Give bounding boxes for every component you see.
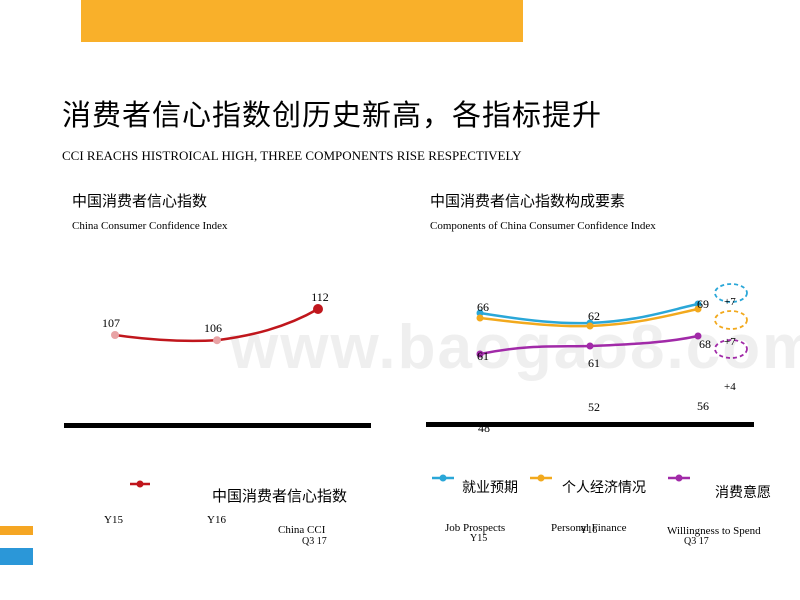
- spend-data-label: 52: [588, 400, 600, 414]
- chart2-axis-line: [426, 422, 754, 427]
- series-point-1: [476, 314, 484, 322]
- spend-data-label: 56: [697, 399, 709, 413]
- chart2-legend-swatch-dot: [675, 474, 683, 482]
- page-title: 消费者信心指数创历史新高，各指标提升: [62, 98, 603, 132]
- chart1-tick-label: Y15: [104, 514, 123, 526]
- change-ellipse-0: [714, 283, 748, 303]
- chart1-tick-label: Q3 17: [302, 536, 327, 547]
- series-point-2: [476, 350, 484, 358]
- series-point-2: [586, 342, 594, 350]
- chart1-legend-label: 中国消费者信心指数: [212, 487, 347, 505]
- change-label: +7: [724, 336, 736, 348]
- job-data-label: 69: [697, 297, 709, 311]
- chart2-tick-label: Y15: [470, 533, 487, 544]
- finance-data-label: 61: [588, 356, 600, 370]
- chart1-legend-swatch-dot: [136, 480, 144, 488]
- chart1-title: 中国消费者信心指数: [72, 192, 208, 210]
- top-accent-bar: [81, 0, 523, 42]
- chart1-subtitle: China Consumer Confidence Index: [72, 220, 228, 232]
- chart2-legend-label-en: Personal Finance: [551, 522, 627, 534]
- change-ellipse-1: [714, 310, 748, 330]
- page-subtitle: CCI REACHS HISTROICAL HIGH, THREE COMPON…: [62, 148, 522, 163]
- series-point-0: [476, 309, 484, 317]
- chart1-tick-label: Y16: [207, 514, 226, 526]
- side-stripe-orange: [0, 526, 33, 535]
- cci-data-label: 112: [311, 290, 329, 304]
- cci-point: [111, 331, 119, 339]
- chart2-legend-label-en: Willingness to Spend: [667, 525, 761, 537]
- chart1-axis-line: [64, 423, 371, 428]
- chart2-title: 中国消费者信心指数构成要素: [430, 192, 626, 210]
- chart2-legend-label-en: Job Prospects: [445, 522, 505, 534]
- chart2-legend-label: 就业预期: [462, 480, 518, 496]
- job-data-label: 62: [588, 309, 600, 323]
- change-label: +7: [724, 296, 736, 308]
- chart2-tick-label: Q3 17: [684, 536, 709, 547]
- change-label: +4: [724, 381, 736, 393]
- chart2-legend-swatch-dot: [537, 474, 545, 482]
- finance-data-label: 68: [699, 337, 711, 351]
- series-point-1: [586, 322, 594, 330]
- series-point-2: [694, 332, 702, 340]
- cci-data-label: 107: [102, 316, 120, 330]
- side-stripe-blue: [0, 548, 33, 565]
- chart1-legend-label-en: China CCI: [278, 524, 326, 536]
- chart2-legend-swatch-dot: [439, 474, 447, 482]
- chart2-legend-label: 个人经济情况: [562, 480, 646, 496]
- change-ellipse-2: [714, 339, 748, 359]
- series-point-1: [694, 305, 702, 313]
- series-point-0: [694, 300, 702, 308]
- cci-point: [213, 336, 221, 345]
- chart2-legend-label: 消费意愿: [715, 484, 771, 501]
- chart2-tick-label: Y16: [580, 525, 597, 536]
- cci-data-label: 106: [204, 321, 222, 335]
- spend-data-label: 61: [477, 349, 489, 363]
- chart2-subtitle: Components of China Consumer Confidence …: [430, 220, 656, 232]
- job-data-label: 66: [477, 300, 489, 314]
- cci-point: [313, 304, 323, 314]
